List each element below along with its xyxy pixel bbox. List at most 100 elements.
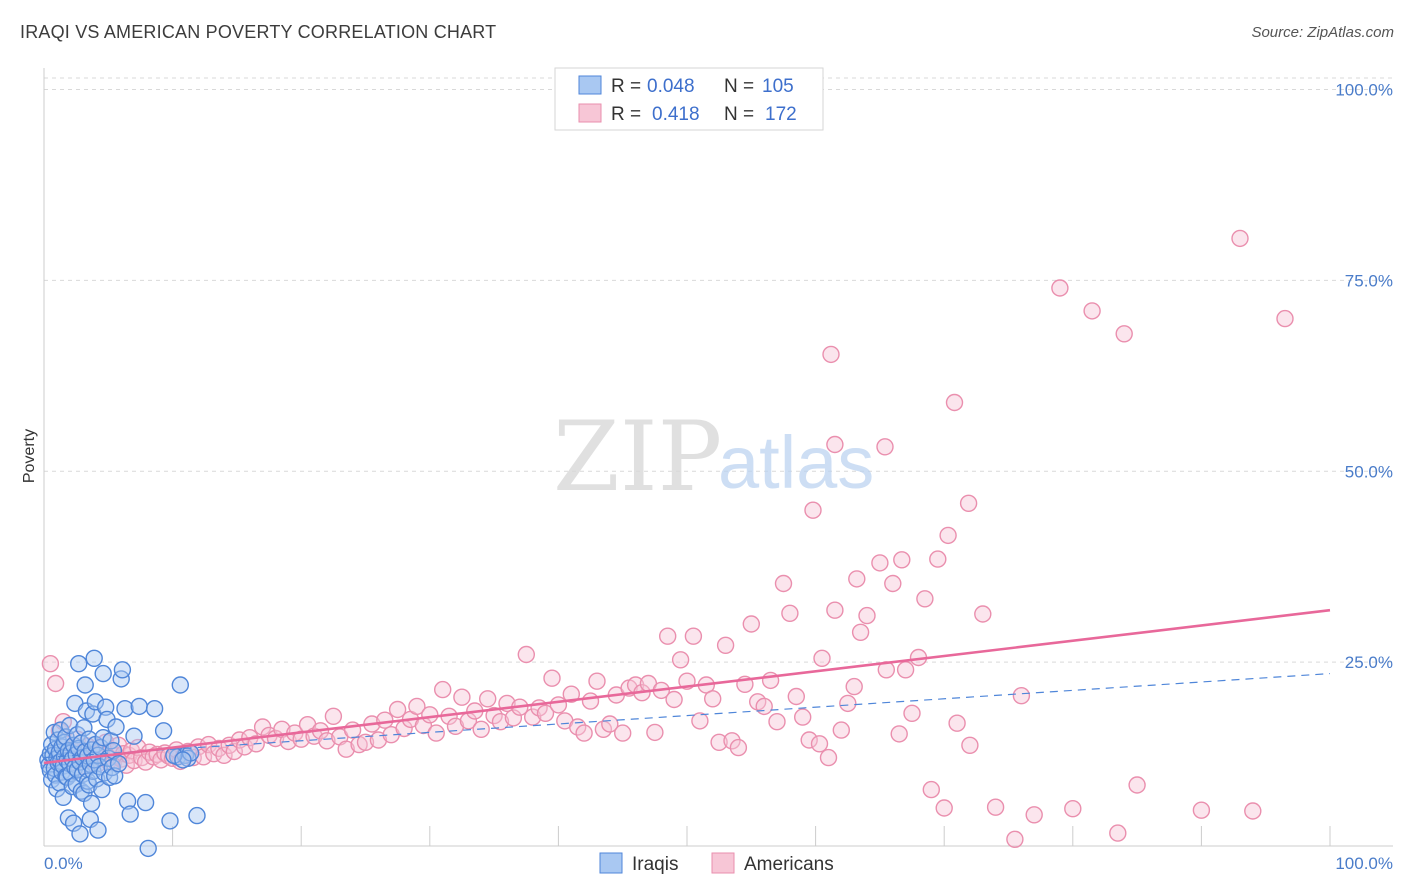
- americans-point-170: [1051, 279, 1069, 297]
- tick-labels: 25.0% 50.0% 75.0% 100.0% 0.0% 100.0%: [44, 81, 1393, 874]
- trend-lines: [43, 608, 1331, 765]
- americans-point-74: [356, 733, 375, 751]
- americans-point-119: [646, 723, 664, 742]
- americans-point-86: [434, 680, 452, 699]
- iraqis-point-95: [118, 792, 137, 810]
- iraqis-point-100: [139, 839, 157, 858]
- top-legend: R = 0.048 N = 105 R = 0.418 N = 172: [554, 67, 824, 131]
- iraqis-point-110: [174, 751, 192, 769]
- watermark-atlas: atlas: [718, 421, 874, 504]
- axes: [43, 68, 1393, 847]
- americans-point-100: [524, 708, 542, 726]
- americans-point-152: [871, 554, 889, 572]
- americans-point-1: [46, 674, 65, 693]
- americans-point-141: [787, 687, 805, 706]
- americans-point-161: [929, 550, 947, 568]
- americans-point-168: [1012, 687, 1031, 705]
- legend-iraqis-r-value: 0.048: [647, 76, 695, 97]
- americans-point-154: [884, 574, 902, 593]
- iraqis-point-91: [109, 755, 128, 773]
- iraqis-point-72: [86, 693, 105, 711]
- y-axis-label: Poverty: [21, 429, 38, 483]
- legend-iraqis-n-label: N =: [724, 76, 754, 97]
- americans-point-110: [588, 672, 606, 690]
- americans-point-156: [896, 661, 915, 679]
- iraqis-point-101: [145, 700, 164, 718]
- americans-point-88: [446, 717, 465, 735]
- americans-point-186: [939, 526, 957, 545]
- watermark-zip: ZIP: [553, 401, 722, 513]
- iraqis-point-99: [136, 793, 155, 812]
- iraqis-trend-line: [43, 672, 1331, 759]
- americans-point-0: [41, 655, 60, 673]
- americans-point-187: [893, 551, 911, 569]
- americans-point-176: [1192, 801, 1211, 819]
- americans-point-109: [581, 692, 600, 710]
- y-tick-label-0: 25.0%: [1345, 653, 1393, 672]
- americans-point-180: [822, 345, 840, 364]
- americans-point-189: [810, 735, 829, 753]
- americans-point-146: [826, 601, 844, 619]
- americans-point-155: [890, 725, 908, 743]
- iraqis-point-92: [112, 670, 130, 688]
- americans-point-103: [543, 669, 561, 687]
- y-tick-label-1: 50.0%: [1345, 462, 1393, 481]
- americans-point-69: [324, 707, 343, 725]
- legend-americans-r-value: 0.418: [652, 104, 700, 125]
- iraqis-point-45: [69, 655, 88, 673]
- iraqis-point-56: [76, 676, 94, 694]
- iraqis-point-93: [113, 661, 132, 679]
- americans-point-95: [491, 713, 510, 731]
- americans-point-164: [961, 736, 979, 754]
- americans-point-71: [337, 740, 355, 758]
- iraqis-point-38: [64, 814, 83, 832]
- bottom-legend-label-iraqis: Iraqis: [632, 854, 678, 875]
- americans-point-136: [755, 697, 773, 716]
- watermark: ZIP atlas: [553, 401, 874, 513]
- bottom-legend-label-americans: Americans: [744, 854, 834, 875]
- bottom-legend-swatch-iraqis: [599, 852, 623, 874]
- iraqis-point-66: [82, 794, 101, 813]
- americans-point-150: [851, 623, 870, 641]
- y-tick-label-3: 100.0%: [1335, 81, 1393, 100]
- iraqis-point-103: [161, 812, 179, 830]
- americans-point-148: [839, 694, 857, 713]
- americans-point-157: [903, 704, 921, 722]
- americans-point-106: [562, 685, 580, 703]
- americans-point-182: [876, 438, 894, 456]
- legend-iraqis-n-value: 105: [762, 76, 794, 97]
- americans-point-145: [819, 748, 838, 767]
- americans-point-172: [1083, 302, 1101, 320]
- americans-point-139: [774, 574, 793, 593]
- iraqis-point-96: [121, 805, 139, 823]
- americans-point-173: [1109, 824, 1127, 842]
- iraqis-point-94: [116, 700, 134, 718]
- legend-americans-r-label: R =: [611, 104, 641, 125]
- iraqis-point-79: [94, 664, 112, 683]
- iraqis-point-111: [188, 806, 206, 825]
- americans-point-177: [1231, 229, 1249, 248]
- x-tick-label-0: 0.0%: [44, 854, 83, 873]
- iraqis-point-75: [89, 821, 107, 839]
- source-note: Source: ZipAtlas.com: [1251, 24, 1394, 41]
- americans-point-82: [408, 697, 426, 716]
- americans-point-143: [800, 731, 818, 749]
- bottom-legend: Iraqis Americans: [599, 852, 834, 875]
- legend-swatch-americans: [578, 103, 602, 123]
- americans-point-104: [549, 696, 568, 714]
- americans-point-89: [453, 688, 471, 706]
- americans-point-188: [848, 570, 866, 588]
- americans-point-169: [1025, 806, 1043, 824]
- americans-point-149: [845, 677, 863, 696]
- americans-point-131: [723, 732, 741, 750]
- americans-point-102: [536, 704, 555, 722]
- iraqis-point-102: [154, 722, 173, 740]
- americans-point-166: [986, 798, 1005, 816]
- americans-trend-line: [43, 608, 1331, 765]
- americans-point-121: [659, 627, 677, 645]
- americans-point-123: [671, 651, 690, 669]
- americans-point-85: [427, 724, 445, 742]
- americans-point-128: [704, 690, 722, 708]
- iraqis-point-90: [107, 718, 125, 736]
